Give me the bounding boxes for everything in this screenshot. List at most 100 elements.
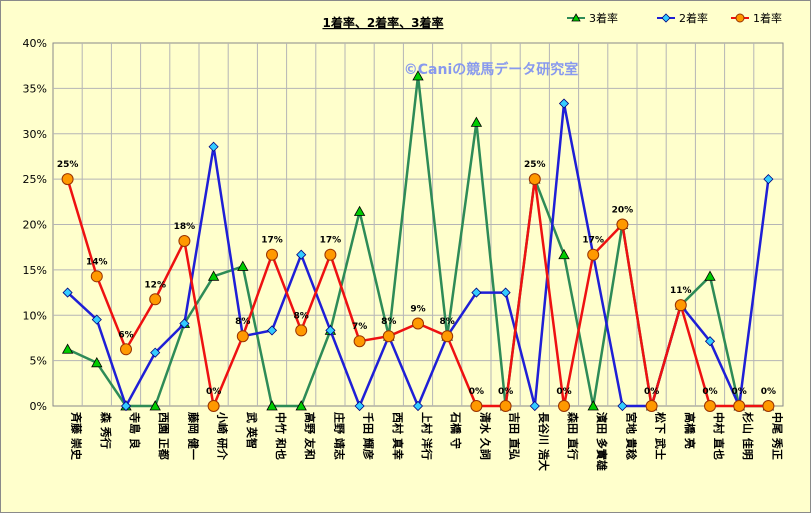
data-label: 0% — [556, 387, 571, 397]
data-point — [207, 270, 220, 281]
y-tick-label: 35% — [23, 82, 47, 95]
data-label: 8% — [381, 317, 396, 327]
x-tick-label: 中尾 秀正 — [770, 412, 784, 460]
legend-item: 1着率 — [731, 11, 782, 25]
x-tick-label: 長谷川 浩大 — [537, 412, 551, 471]
data-point — [90, 270, 103, 283]
x-tick-label: 石橋 守 — [449, 411, 463, 449]
y-tick-label: 25% — [23, 173, 47, 186]
data-point — [470, 400, 483, 412]
y-tick-label: 10% — [23, 309, 47, 322]
data-point — [558, 400, 570, 412]
data-point — [528, 173, 541, 186]
data-label: 12% — [144, 280, 166, 290]
data-point — [150, 347, 161, 358]
data-point — [207, 400, 220, 412]
data-point — [704, 270, 716, 281]
data-point — [178, 235, 191, 248]
legend-marker — [661, 13, 671, 23]
data-point — [763, 174, 774, 185]
data-label: 25% — [57, 160, 79, 170]
data-point — [149, 400, 161, 411]
x-tick-label: 上村 洋行 — [420, 412, 434, 460]
data-label: 0% — [732, 387, 747, 397]
x-tick-label: 庄野 靖志 — [332, 412, 346, 460]
data-label: 17% — [320, 236, 342, 246]
data-point — [295, 324, 308, 337]
data-point — [470, 116, 483, 127]
data-point — [529, 400, 540, 412]
data-label: 17% — [261, 236, 283, 246]
data-point — [324, 248, 337, 261]
x-tick-label: 千田 輝彦 — [362, 412, 376, 460]
series-layer — [61, 70, 775, 412]
data-point — [295, 400, 307, 411]
data-point — [236, 330, 249, 343]
data-point — [587, 400, 599, 411]
legend-item: 2着率 — [657, 11, 708, 25]
data-label: 20% — [612, 206, 634, 216]
data-point — [266, 248, 278, 261]
data-label: 25% — [524, 160, 546, 170]
y-tick-label: 5% — [30, 355, 47, 368]
data-label: 7% — [352, 322, 367, 332]
x-tick-label: 高野 友和 — [303, 412, 317, 460]
data-point — [91, 356, 103, 368]
y-tick-label: 0% — [30, 400, 47, 413]
data-point — [471, 287, 482, 298]
legend-label: 3着率 — [589, 11, 618, 25]
data-label: 8% — [235, 317, 250, 327]
data-point — [674, 299, 687, 312]
data-point — [412, 70, 424, 81]
x-tick-label: 西園 正都 — [157, 412, 171, 460]
data-point — [645, 400, 658, 412]
data-point — [412, 400, 424, 412]
x-tick-label: 斉藤 崇史 — [70, 412, 84, 461]
data-label: 0% — [702, 387, 717, 397]
data-point — [354, 400, 365, 412]
data-point — [266, 400, 278, 411]
data-point — [120, 343, 132, 356]
y-tick-label: 30% — [23, 128, 47, 141]
data-label: 8% — [440, 317, 455, 327]
data-point — [587, 248, 600, 261]
x-tick-label: 中村 直也 — [712, 412, 726, 460]
x-axis-tick-labels: 斉藤 崇史 森 秀行 寺島 良 西園 正都 藤岡 健一 小崎 研介 武 英智 中竹 和也 高野 … — [70, 411, 785, 471]
data-point — [120, 400, 132, 412]
x-tick-label: 松下 武士 — [654, 412, 668, 460]
data-point — [558, 98, 570, 109]
series-3 — [61, 173, 775, 412]
data-label: 0% — [761, 387, 776, 397]
watermark-text: ©Caniの競馬データ研究室 — [404, 61, 579, 78]
x-tick-label: 中竹 和也 — [274, 412, 288, 460]
data-point — [353, 205, 366, 216]
data-point — [61, 343, 74, 354]
data-label: 11% — [670, 286, 692, 296]
x-tick-label: 濱田 多實雄 — [595, 412, 609, 471]
chart-title: 1着率、2着率、3着率 — [322, 15, 443, 30]
data-label: 17% — [582, 236, 604, 246]
gridlines — [53, 43, 783, 406]
data-label: 0% — [498, 387, 513, 397]
data-point — [733, 400, 746, 412]
data-label: 14% — [86, 257, 108, 267]
data-point — [441, 330, 454, 343]
legend-label: 2着率 — [679, 11, 708, 25]
x-tick-label: 吉田 直弘 — [508, 412, 522, 460]
legend-marker — [571, 13, 581, 22]
data-point — [325, 325, 336, 336]
x-tick-label: 森田 直行 — [566, 412, 580, 460]
data-point — [91, 314, 102, 325]
data-point — [412, 317, 424, 330]
legend-item: 3着率 — [567, 11, 618, 25]
data-point — [762, 400, 775, 412]
data-label: 18% — [174, 222, 196, 232]
data-point — [62, 287, 73, 298]
data-label: 0% — [206, 387, 221, 397]
y-tick-label: 15% — [23, 264, 47, 277]
x-tick-label: 高橋 亮 — [683, 412, 697, 449]
legend: 3着率 2着率 1着率 — [567, 11, 782, 25]
y-tick-label: 20% — [23, 219, 47, 232]
data-point — [149, 293, 162, 306]
